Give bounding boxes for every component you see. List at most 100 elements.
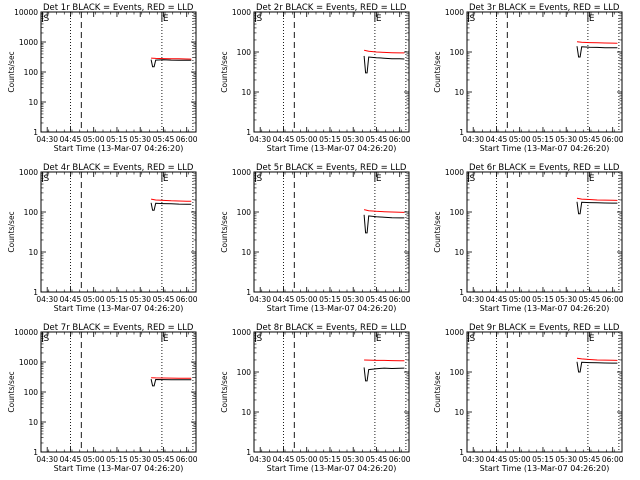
y-tick-label: 10 [241, 408, 251, 417]
marker-label-E: E [376, 334, 382, 344]
y-tick-label: 10 [28, 248, 38, 257]
x-tick-label: 05:45 [366, 455, 388, 464]
x-tick-label: 04:45 [60, 135, 82, 144]
x-tick-label: 06:00 [389, 295, 411, 304]
marker-label-S: S [44, 174, 50, 184]
series-line-red [576, 357, 618, 361]
marker-label-S: S [470, 334, 476, 344]
x-axis-label: Start Time (13-Mar-07 04:26:20) [54, 464, 184, 473]
marker-label-E: E [376, 14, 382, 24]
y-tick-label: 1 [246, 128, 251, 137]
y-tick-label: 100 [450, 48, 465, 57]
x-tick-label: 05:00 [83, 295, 105, 304]
x-tick-label: 05:45 [366, 135, 388, 144]
x-tick-label: 04:45 [486, 295, 508, 304]
y-tick-label: 1000 [19, 168, 38, 177]
x-tick-label: 05:30 [342, 295, 364, 304]
x-tick-label: 04:45 [273, 295, 295, 304]
y-tick-label: 10 [454, 408, 464, 417]
x-tick-label: 04:30 [36, 135, 58, 144]
y-axis-label: Counts/sec [220, 51, 229, 92]
marker-label-E: E [589, 14, 595, 24]
y-tick-label: 100 [237, 48, 252, 57]
y-axis-label: Counts/sec [7, 51, 16, 92]
plot-frame [40, 171, 197, 293]
plot-frame [40, 331, 197, 453]
x-tick-label: 06:00 [389, 135, 411, 144]
chart-panel-6: Det 6r BLACK = Events, RED = LLD 1 10 100 10… [433, 163, 624, 313]
x-tick-label: 06:00 [602, 295, 624, 304]
marker-label-E: E [376, 174, 382, 184]
marker-label-E: E [163, 174, 169, 184]
x-tick-label: 04:45 [60, 455, 82, 464]
chart-title: Det 9r BLACK = Events, RED = LLD [469, 323, 620, 333]
y-tick-label: 1000 [232, 328, 251, 337]
marker-label-E: E [589, 334, 595, 344]
marker-label-S: S [44, 334, 50, 344]
x-tick-label: 05:45 [153, 455, 175, 464]
x-tick-label: 05:45 [579, 455, 601, 464]
x-tick-label: 06:00 [602, 455, 624, 464]
y-tick-label: 100 [24, 208, 39, 217]
chart-title: Det 6r BLACK = Events, RED = LLD [469, 163, 620, 173]
x-tick-label: 05:30 [555, 455, 577, 464]
marker-label-S: S [470, 14, 476, 24]
y-tick-label: 10 [28, 418, 38, 427]
y-tick-label: 10 [241, 248, 251, 257]
x-tick-label: 05:15 [106, 455, 128, 464]
y-tick-label: 1 [33, 288, 38, 297]
x-tick-label: 05:30 [342, 135, 364, 144]
x-tick-label: 05:00 [509, 295, 531, 304]
x-tick-label: 04:45 [273, 455, 295, 464]
marker-label-S: S [257, 334, 263, 344]
plot-frame [466, 171, 623, 293]
x-tick-label: 05:15 [319, 135, 341, 144]
x-tick-label: 06:00 [389, 455, 411, 464]
series-line-red [151, 57, 192, 60]
x-tick-label: 05:00 [83, 455, 105, 464]
y-tick-label: 100 [24, 388, 39, 397]
plot-frame [253, 171, 410, 293]
x-axis-label: Start Time (13-Mar-07 04:26:20) [480, 464, 610, 473]
series-line-red [364, 49, 405, 54]
x-tick-label: 05:15 [319, 455, 341, 464]
series-line-black [150, 378, 192, 387]
x-tick-label: 04:45 [486, 455, 508, 464]
x-axis-label: Start Time (13-Mar-07 04:26:20) [54, 304, 184, 313]
series-line-red [364, 359, 405, 362]
marker-label-S: S [257, 14, 263, 24]
marker-label-E: E [163, 14, 169, 24]
y-axis-label: Counts/sec [7, 371, 16, 412]
chart-title: Det 5r BLACK = Events, RED = LLD [256, 163, 407, 173]
y-tick-label: 1 [246, 288, 251, 297]
marker-label-S: S [470, 174, 476, 184]
x-tick-label: 05:45 [579, 295, 601, 304]
y-tick-label: 1000 [19, 38, 38, 47]
y-tick-label: 1 [33, 448, 38, 457]
x-tick-label: 04:30 [462, 295, 484, 304]
chart-panel-8: Det 8r BLACK = Events, RED = LLD 1 10 100 10… [220, 323, 411, 473]
y-tick-label: 100 [237, 208, 252, 217]
plot-frame [253, 11, 410, 133]
x-axis-label: Start Time (13-Mar-07 04:26:20) [267, 304, 397, 313]
chart-title: Det 8r BLACK = Events, RED = LLD [256, 323, 407, 333]
x-axis-label: Start Time (13-Mar-07 04:26:20) [267, 464, 397, 473]
marker-label-S: S [44, 14, 50, 24]
chart-title: Det 4r BLACK = Events, RED = LLD [43, 163, 194, 173]
x-tick-label: 06:00 [176, 455, 198, 464]
x-tick-label: 05:30 [555, 135, 577, 144]
chart-title: Det 2r BLACK = Events, RED = LLD [256, 3, 407, 13]
x-tick-label: 05:00 [296, 135, 318, 144]
marker-label-E: E [163, 334, 169, 344]
x-axis-label: Start Time (13-Mar-07 04:26:20) [480, 304, 610, 313]
y-tick-label: 10000 [14, 8, 38, 17]
y-tick-label: 1 [459, 448, 464, 457]
y-tick-label: 1 [459, 288, 464, 297]
x-tick-label: 04:45 [486, 135, 508, 144]
x-tick-label: 05:15 [106, 135, 128, 144]
y-tick-label: 100 [450, 368, 465, 377]
chart-panel-5: Det 5r BLACK = Events, RED = LLD 1 10 100 10… [220, 163, 411, 313]
x-tick-label: 05:30 [129, 295, 151, 304]
plot-frame [466, 331, 623, 453]
x-tick-label: 05:15 [532, 295, 554, 304]
